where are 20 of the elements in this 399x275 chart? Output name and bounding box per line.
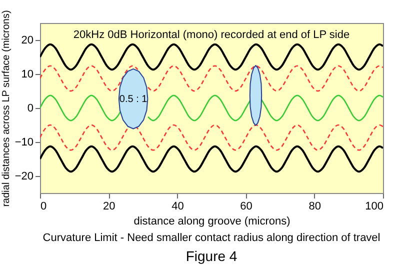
x-tick-label: 0 (40, 200, 47, 212)
caption: Figure 4 (186, 248, 238, 264)
y-tick-label: 20 (21, 34, 34, 46)
x-tick-label: 100 (365, 200, 384, 212)
x-axis-title: distance along groove (microns) (134, 216, 290, 228)
y-tick-label: −10 (14, 136, 34, 148)
x-tick-label: 20 (102, 200, 116, 212)
y-axis-title: radial distances across LP surface (microns) (0, 10, 12, 207)
y-tick-label: 0 (27, 102, 34, 114)
x-tick-label: 80 (308, 200, 322, 212)
y-tick-label: −20 (14, 170, 34, 182)
line-series (40, 43, 383, 71)
annotation: 0.5 : 1 (119, 94, 148, 105)
y-tick-label: 10 (21, 68, 34, 80)
line-series (40, 124, 383, 151)
text: Curvature Limit - Need smaller contact radius along direction of travel (42, 232, 380, 244)
x-tick-label: 60 (240, 200, 252, 212)
line-series (40, 145, 383, 173)
x-tick-label: 40 (172, 200, 184, 212)
text: 20kHz 0dB Horizontal (mono) recorded at end of LP side (73, 29, 350, 41)
